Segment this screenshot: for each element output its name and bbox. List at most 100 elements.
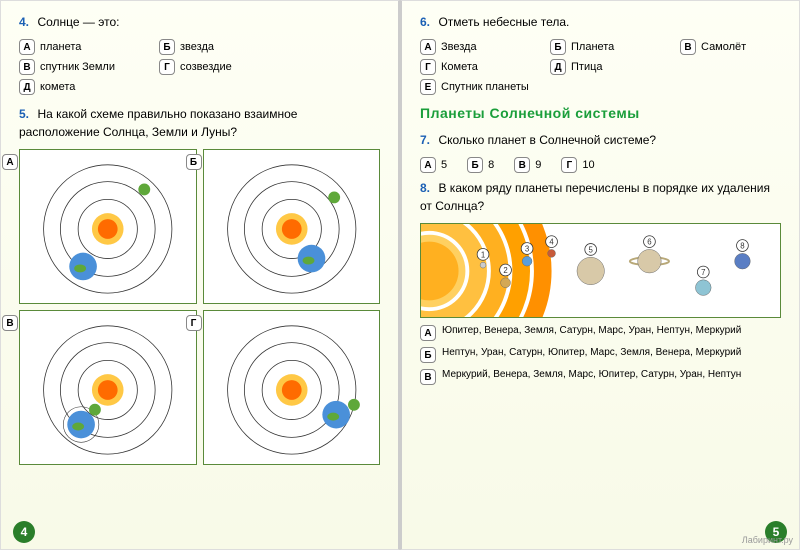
question-7: 7. Сколько планет в Солнечной системе? (420, 131, 781, 149)
option-Б[interactable]: Б8 (467, 157, 494, 173)
option-text: Спутник планеты (441, 81, 529, 93)
option-В[interactable]: Вспутник Земли (19, 59, 119, 75)
option-letter: Б (550, 39, 566, 55)
option-letter: Д (550, 59, 566, 75)
q7-num: 7. (420, 133, 430, 147)
q4-text: Солнце — это: (37, 15, 119, 29)
option-В[interactable]: В Самолёт (680, 39, 780, 55)
planets-svg: 1 2 3 4 5 6 7 8 (421, 224, 780, 317)
option-letter: Г (561, 157, 577, 173)
q5-diagram-grid: АБВГ (19, 149, 380, 465)
answer-letter: В (420, 369, 436, 385)
option-text: Птица (571, 61, 603, 73)
option-letter: В (19, 59, 35, 75)
option-letter: В (514, 157, 530, 173)
option-Б[interactable]: Бзвезда (159, 39, 259, 55)
q6-num: 6. (420, 15, 430, 29)
answer-text: Юпитер, Венера, Земля, Сатурн, Марс, Ура… (442, 324, 741, 337)
q8-text: В каком ряду планеты перечислены в поряд… (420, 181, 770, 213)
svg-text:8: 8 (740, 241, 745, 250)
option-text: планета (40, 41, 81, 53)
option-text: 10 (582, 159, 594, 171)
q6-text: Отметь небесные тела. (438, 15, 569, 29)
option-А[interactable]: А5 (420, 157, 447, 173)
svg-text:5: 5 (589, 245, 594, 254)
q5-num: 5. (19, 107, 29, 121)
option-А[interactable]: Апланета (19, 39, 119, 55)
option-text: 5 (441, 159, 447, 171)
option-letter: Д (19, 79, 35, 95)
answer-А[interactable]: А Юпитер, Венера, Земля, Сатурн, Марс, Ур… (420, 324, 781, 341)
diagram-D[interactable]: Г (203, 310, 381, 465)
q5-text: На какой схеме правильно показано взаимн… (19, 107, 297, 139)
option-letter: А (420, 39, 436, 55)
option-text: Самолёт (701, 41, 746, 53)
option-letter: Б (159, 39, 175, 55)
option-text: 8 (488, 159, 494, 171)
left-page: 4. Солнце — это: Апланета Бзвезда Вспутник… (0, 0, 400, 550)
planet-diagram: 1 2 3 4 5 6 7 8 (420, 223, 781, 318)
option-text: звезда (180, 41, 214, 53)
option-letter: Г (159, 59, 175, 75)
svg-text:6: 6 (647, 238, 652, 247)
right-page: 6. Отметь небесные тела. АЗвезда Б Планета… (400, 0, 800, 550)
svg-text:2: 2 (503, 266, 507, 275)
q7-text: Сколько планет в Солнечной системе? (438, 133, 656, 147)
option-text: Комета (441, 61, 478, 73)
page-number-left: 4 (13, 521, 35, 543)
question-5: 5. На какой схеме правильно показано вза… (19, 105, 380, 141)
svg-text:4: 4 (549, 238, 554, 247)
orbit-svg (204, 150, 380, 303)
diagram-C[interactable]: В (19, 310, 197, 465)
answer-letter: Б (420, 347, 436, 363)
q6-options: АЗвезда Б Планета В Самолёт Г Комета Д Птица Е Спу… (420, 39, 781, 95)
option-text: спутник Земли (40, 61, 115, 73)
answer-В[interactable]: В Меркурий, Венера, Земля, Марс, Юпитер, … (420, 368, 781, 385)
watermark: Лабиринт.ру (742, 535, 793, 545)
answer-text: Нептун, Уран, Сатурн, Юпитер, Марс, Земл… (442, 346, 741, 359)
diagram-A[interactable]: А (19, 149, 197, 304)
option-letter: Е (420, 79, 436, 95)
svg-text:1: 1 (481, 250, 485, 259)
option-text: 9 (535, 159, 541, 171)
answer-text: Меркурий, Венера, Земля, Марс, Юпитер, С… (442, 368, 741, 381)
option-letter: А (420, 157, 436, 173)
q8-num: 8. (420, 181, 430, 195)
option-letter: Г (420, 59, 436, 75)
option-Е[interactable]: Е Спутник планеты (420, 79, 529, 95)
option-letter: В (680, 39, 696, 55)
diagram-label: Б (186, 154, 202, 170)
option-В[interactable]: В9 (514, 157, 541, 173)
option-А[interactable]: АЗвезда (420, 39, 520, 55)
diagram-label: В (2, 315, 18, 331)
q8-answers: А Юпитер, Венера, Земля, Сатурн, Марс, Ур… (420, 324, 781, 385)
answer-letter: А (420, 325, 436, 341)
orbit-svg (20, 150, 196, 303)
option-Б[interactable]: Б Планета (550, 39, 650, 55)
question-4: 4. Солнце — это: (19, 13, 380, 31)
option-Д[interactable]: Дкомета (19, 79, 119, 95)
option-Г[interactable]: Г 10 (561, 157, 594, 173)
option-Д[interactable]: Д Птица (550, 59, 650, 75)
q4-options: Апланета Бзвезда Вспутник Земли Гсозвездие Д… (19, 39, 380, 95)
svg-text:7: 7 (701, 268, 705, 277)
q7-options: А5 Б8 В9 Г 10 (420, 157, 781, 173)
option-text: Планета (571, 41, 614, 53)
option-text: созвездие (180, 61, 232, 73)
orbit-svg (204, 311, 380, 464)
diagram-label: А (2, 154, 18, 170)
question-6: 6. Отметь небесные тела. (420, 13, 781, 31)
svg-text:3: 3 (525, 244, 530, 253)
option-Г[interactable]: Гсозвездие (159, 59, 259, 75)
question-8: 8. В каком ряду планеты перечислены в по… (420, 179, 781, 215)
option-text: комета (40, 81, 75, 93)
answer-Б[interactable]: Б Нептун, Уран, Сатурн, Юпитер, Марс, Зем… (420, 346, 781, 363)
option-letter: А (19, 39, 35, 55)
diagram-label: Г (186, 315, 202, 331)
orbit-svg (20, 311, 196, 464)
section-title: Планеты Солнечной системы (420, 105, 781, 121)
q4-num: 4. (19, 15, 29, 29)
option-Г[interactable]: Г Комета (420, 59, 520, 75)
option-letter: Б (467, 157, 483, 173)
diagram-B[interactable]: Б (203, 149, 381, 304)
